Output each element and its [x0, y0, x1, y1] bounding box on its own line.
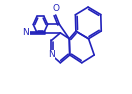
Text: O: O	[52, 4, 59, 13]
Text: N: N	[23, 28, 29, 37]
Text: N: N	[48, 50, 55, 60]
